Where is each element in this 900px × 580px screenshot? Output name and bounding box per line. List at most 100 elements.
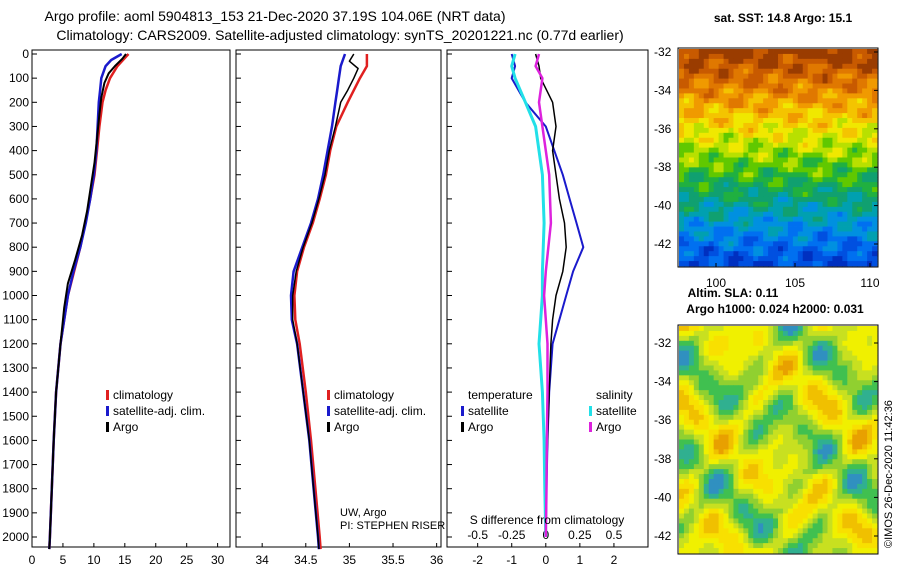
- sla-cell: [743, 395, 749, 401]
- sla-cell: [787, 385, 794, 391]
- sla-cell: [768, 434, 774, 440]
- difference-xlabel: S difference from climatology: [470, 513, 625, 527]
- sla-cell: [822, 543, 828, 549]
- sla-cell: [797, 533, 804, 539]
- sst-cell: [852, 157, 858, 163]
- sla-cell: [763, 390, 769, 396]
- sst-cell: [827, 147, 833, 153]
- sla-cell: [778, 385, 784, 391]
- sla-cell: [768, 326, 774, 332]
- sla-cell: [792, 385, 799, 391]
- sst-cell: [787, 216, 794, 223]
- annotation-uw-argo: UW, Argo: [340, 507, 386, 519]
- sla-cell: [683, 523, 690, 529]
- sst-cell: [782, 201, 789, 208]
- sla-cell: [763, 513, 769, 519]
- sst-cell: [847, 177, 853, 183]
- sst-cell: [817, 147, 823, 153]
- sst-cell: [723, 241, 729, 247]
- sst-cell: [763, 73, 769, 79]
- sst-cell: [842, 201, 848, 208]
- sla-cell: [837, 449, 843, 455]
- sla-cell: [679, 548, 685, 554]
- sla-cell: [683, 449, 690, 455]
- sla-cell: [817, 444, 823, 450]
- sla-cell: [832, 400, 838, 406]
- sla-cell: [862, 419, 868, 426]
- sst-cell: [852, 201, 858, 208]
- sla-cell: [847, 355, 853, 361]
- sla-cell: [723, 459, 729, 465]
- sst-cell: [703, 177, 710, 183]
- depth-tick-label: 400: [9, 144, 29, 158]
- sst-cell: [708, 137, 715, 144]
- sla-cell: [708, 478, 715, 485]
- sst-cell: [693, 256, 700, 262]
- sst-cell: [679, 221, 685, 227]
- sst-cell: [753, 201, 759, 208]
- sst-cell: [693, 122, 700, 129]
- sla-cell: [679, 508, 685, 514]
- sla-cell: [787, 464, 794, 470]
- sla-cell: [802, 375, 809, 381]
- sla-cell: [797, 340, 804, 347]
- sla-cell: [743, 385, 749, 391]
- sla-cell: [812, 478, 818, 485]
- sst-cell: [852, 167, 858, 173]
- sst-cell: [812, 241, 818, 247]
- sla-cell: [852, 330, 858, 337]
- sst-cell: [748, 93, 754, 99]
- sla-cell: [703, 404, 710, 411]
- sla-cell: [842, 548, 848, 554]
- sst-cell: [733, 172, 739, 178]
- sla-cell: [688, 330, 695, 337]
- sst-cell: [802, 187, 809, 193]
- sla-cell: [847, 533, 853, 539]
- sla-cell: [842, 370, 848, 376]
- sla-cell: [738, 326, 744, 332]
- salinity-axes-frame: [235, 49, 442, 548]
- sst-cell: [822, 58, 828, 65]
- sst-cell: [857, 261, 863, 267]
- sst-cell: [867, 167, 873, 173]
- sst-cell: [679, 68, 685, 75]
- sla-cell: [837, 345, 843, 352]
- sla-cell: [683, 459, 690, 465]
- sst-cell: [728, 226, 734, 232]
- sst-cell: [693, 147, 700, 153]
- sst-cell: [743, 261, 749, 267]
- sst-cell: [782, 221, 789, 227]
- sla-cell: [738, 429, 744, 435]
- sla-cell: [852, 355, 858, 361]
- sst-cell: [723, 231, 729, 237]
- x-tick-label: 36: [430, 553, 444, 567]
- sst-cell: [718, 63, 724, 70]
- sla-cell: [857, 419, 863, 426]
- sst-cell: [743, 118, 749, 124]
- sla-cell: [688, 395, 695, 401]
- sla-cell: [872, 355, 878, 361]
- sla-cell: [778, 380, 784, 386]
- sla-cell: [802, 449, 809, 455]
- sst-cell: [708, 192, 715, 198]
- sla-cell: [872, 483, 878, 490]
- sla-cell: [679, 390, 685, 396]
- sla-cell: [748, 543, 754, 549]
- sst-cell: [857, 187, 863, 193]
- sst-cell: [708, 201, 715, 208]
- sst-cell: [758, 63, 764, 70]
- sla-cell: [683, 518, 690, 524]
- sla-cell: [817, 350, 823, 356]
- sla-cell: [728, 454, 734, 460]
- sst-cell: [847, 201, 853, 208]
- sst-cell: [748, 192, 754, 198]
- sst-cell: [763, 236, 769, 242]
- sla-cell: [693, 533, 700, 539]
- sla-cell: [807, 424, 814, 431]
- sst-cell: [688, 93, 695, 99]
- sla-cell: [782, 493, 789, 500]
- sst-cell: [797, 118, 804, 124]
- sst-cell: [713, 53, 719, 60]
- sst-cell: [768, 98, 774, 104]
- sst-cell: [773, 231, 779, 237]
